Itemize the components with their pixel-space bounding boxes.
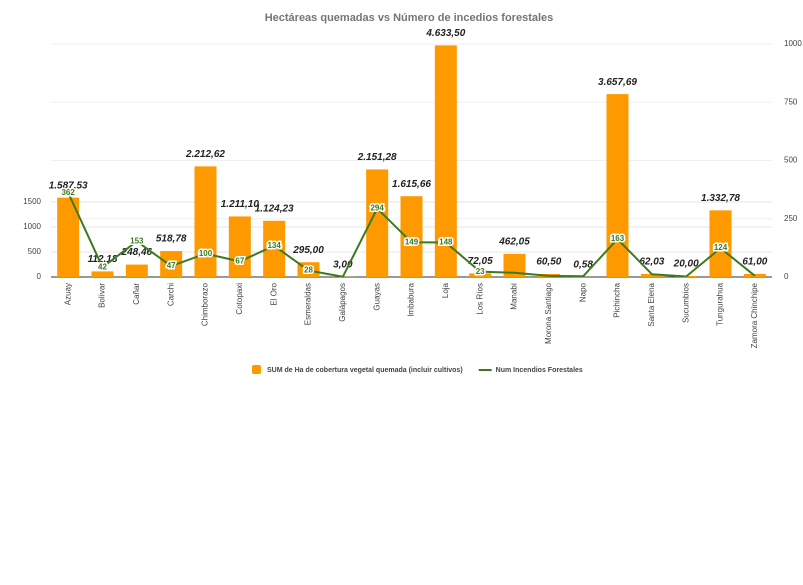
bar-value-label: 20,00: [673, 259, 699, 270]
x-tick-label: Los Ríos: [475, 283, 484, 315]
x-tick-label: Tungurahua: [716, 282, 725, 325]
y-tick-label: 1000: [23, 222, 41, 231]
bar-value-label: 1.587,53: [49, 180, 88, 191]
x-tick-label: Galápagos: [338, 283, 347, 322]
line-value-label: 28: [304, 266, 313, 275]
bar-value-label: 62,03: [639, 257, 664, 268]
bar-value-label: 112,18: [88, 254, 118, 265]
y2-tick-label: 250: [784, 214, 798, 223]
x-tick-label: Morona Santiago: [544, 282, 553, 343]
legend-label: Num Incendios Forestales: [496, 367, 583, 374]
y2-tick-label: 500: [784, 156, 798, 165]
y-tick-label: 500: [28, 247, 42, 256]
y-tick-label: 1500: [23, 197, 41, 206]
x-tick-label: Napo: [578, 282, 587, 302]
bar-value-label: 61,00: [742, 257, 767, 268]
bar-value-label: 1.211,10: [221, 199, 260, 210]
chart-title: Hectáreas quemadas vs Número de incedios…: [265, 12, 554, 24]
bar-value-label: 248,46: [121, 247, 153, 258]
x-tick-label: El Oro: [269, 282, 278, 305]
x-tick-label: Manabí: [510, 282, 519, 309]
line-value-label: 67: [235, 256, 244, 265]
x-tick-label: Bolívar: [98, 283, 107, 308]
x-tick-label: Cañar: [132, 283, 141, 305]
x-tick-label: Sucumbíos: [681, 283, 690, 323]
bar: [194, 166, 217, 277]
bar: [125, 264, 148, 277]
bar-value-label: 0,58: [573, 260, 593, 271]
bar: [640, 273, 663, 277]
line-value-label: 124: [714, 243, 728, 252]
bar: [469, 273, 492, 277]
x-tick-label: Azuay: [63, 283, 72, 305]
bar-value-label: 518,78: [156, 234, 187, 245]
line-value-label: 100: [199, 249, 213, 258]
x-tick-label: Imbabura: [407, 282, 416, 316]
x-tick-label: Carchi: [166, 283, 175, 306]
bar-value-label: 72,05: [468, 256, 493, 267]
line: [67, 192, 756, 278]
line-value-label: 153: [130, 236, 144, 245]
line-value-label: 149: [405, 237, 419, 246]
x-tick-label: Loja: [441, 282, 450, 298]
line-value-label: 42: [98, 262, 107, 271]
bar-value-label: 2.151,28: [357, 152, 397, 163]
line-value-label: 134: [267, 241, 281, 250]
bar: [91, 271, 114, 277]
bar: [400, 196, 423, 277]
x-tick-label: Chimborazo: [201, 282, 210, 326]
bar-value-label: 4.633,50: [425, 28, 465, 39]
bar-value-label: 2.212,62: [185, 149, 225, 160]
bar: [228, 216, 251, 277]
bar: [606, 94, 629, 277]
y2-tick-label: 1000: [784, 39, 802, 48]
x-tick-label: Santa Elena: [647, 282, 656, 326]
y2-tick-label: 750: [784, 97, 798, 106]
line-value-label: 294: [370, 204, 384, 213]
line-value-label: 23: [476, 267, 485, 276]
y-tick-label: 0: [37, 272, 42, 281]
legend-swatch: [252, 365, 261, 374]
bar: [503, 253, 526, 277]
line-value-label: 47: [167, 261, 176, 270]
line-value-label: 163: [611, 234, 625, 243]
bar-value-label: 1.332,78: [701, 193, 740, 204]
bar-value-label: 462,05: [498, 237, 530, 248]
x-tick-label: Esmeraldas: [304, 283, 313, 325]
line-value-label: 148: [439, 238, 453, 247]
bar: [263, 220, 286, 277]
bar-value-label: 1.615,66: [392, 179, 431, 190]
bar-value-label: 60,50: [536, 257, 561, 268]
bar: [57, 197, 80, 277]
bar: [709, 210, 732, 277]
y2-tick-label: 0: [784, 272, 789, 281]
line-value-label: 362: [61, 188, 75, 197]
x-tick-label: Guayas: [372, 283, 381, 311]
x-tick-label: Pichincha: [613, 282, 622, 317]
bar-value-label: 3.657,69: [598, 77, 637, 88]
bar: [366, 169, 389, 277]
bar-value-label: 295,00: [292, 245, 324, 256]
bar-value-label: 1.124,23: [255, 203, 294, 214]
x-tick-label: Zamora Chinchipe: [750, 282, 759, 348]
bar: [160, 251, 183, 277]
x-tick-label: Cotopaxi: [235, 283, 244, 315]
bar-value-label: 3,00: [333, 259, 353, 270]
legend-label: SUM de Ha de cobertura vegetal quemada (…: [267, 367, 463, 374]
bar: [434, 45, 457, 278]
